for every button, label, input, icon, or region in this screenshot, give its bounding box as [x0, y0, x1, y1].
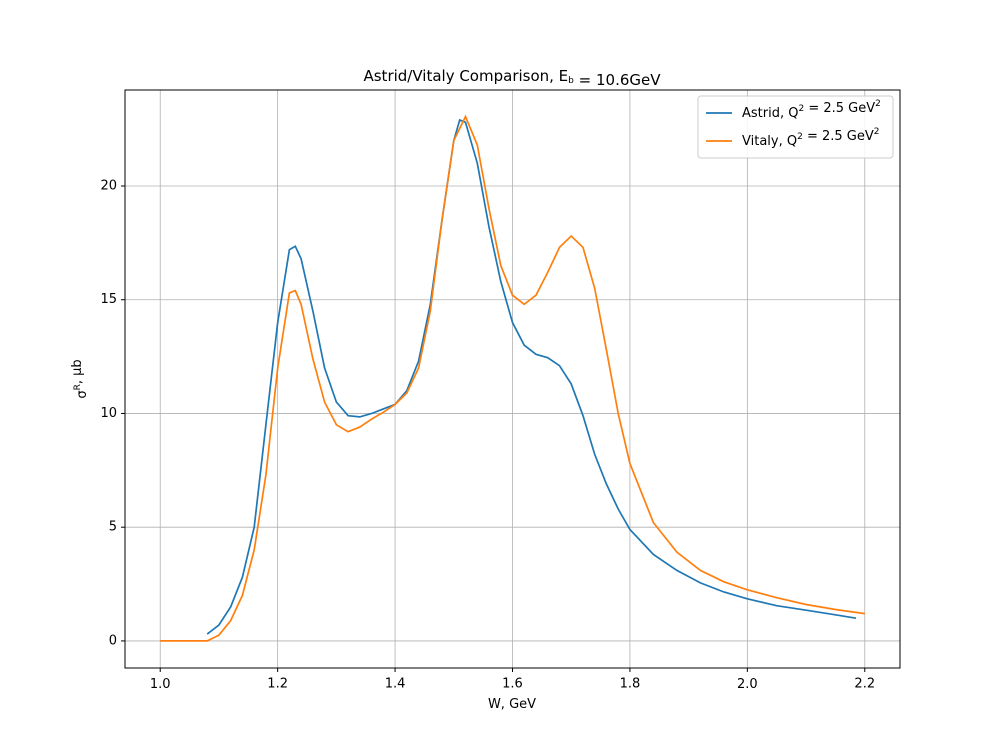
x-tick-label: 2.2: [854, 677, 875, 692]
x-tick-label: 1.0: [150, 677, 171, 692]
x-tick-label: 1.2: [267, 677, 288, 692]
x-tick-label: 1.6: [502, 677, 523, 692]
y-tick-label: 0: [109, 633, 117, 648]
plot-frame: [124, 89, 901, 669]
y-tick-label: 10: [100, 406, 117, 421]
y-tick-label: 5: [109, 520, 117, 535]
chart-title: Astrid/Vitaly Comparison, Eb = 10.6GeV: [363, 67, 661, 89]
y-axis-label: σR, μb: [70, 359, 90, 398]
x-tick-label: 1.4: [385, 677, 406, 692]
x-axis-label: W, GeV: [488, 697, 536, 712]
legend-box: [697, 95, 894, 159]
y-tick-label: 15: [100, 292, 117, 307]
legend-label: Astrid, Q2 = 2.5 GeV2: [742, 99, 881, 121]
series-line: [160, 114, 865, 642]
x-tick-label: 1.8: [620, 677, 641, 692]
x-tick-label: 2.0: [737, 677, 758, 692]
legend-label: Vitaly, Q2 = 2.5 GeV2: [742, 127, 880, 149]
y-tick-label: 20: [100, 178, 117, 193]
